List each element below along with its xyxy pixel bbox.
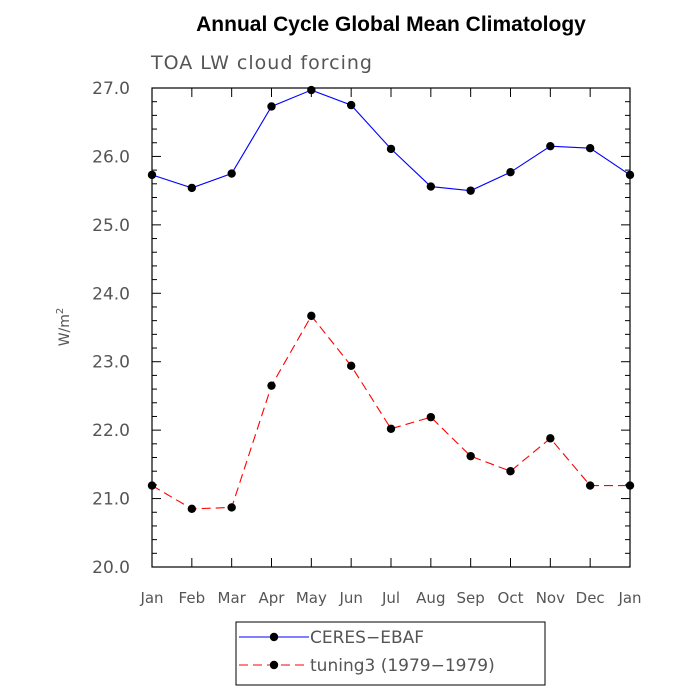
series-markers [147, 85, 635, 514]
x-tick-label: Sep [457, 589, 485, 607]
data-point [506, 467, 515, 476]
legend-label: CERES−EBAF [310, 628, 424, 648]
data-point [227, 169, 236, 178]
x-tick-label: Mar [218, 589, 247, 607]
data-point [267, 102, 276, 111]
y-tick-label: 27.0 [92, 79, 130, 99]
data-point [585, 144, 595, 153]
x-tick-label: Apr [259, 589, 286, 607]
legend-marker [269, 660, 279, 670]
y-axis-label-text: W/m [57, 314, 73, 346]
plot-frame [151, 87, 631, 568]
data-point [546, 141, 555, 151]
data-point [625, 170, 635, 180]
chart-subtitle: TOA LW cloud forcing [150, 52, 373, 74]
data-point [227, 503, 236, 512]
series-line-1 [151, 89, 631, 192]
legend-box [235, 621, 546, 686]
data-point [307, 85, 316, 95]
y-tick-label: 25.0 [92, 216, 130, 236]
y-tick-label: 23.0 [92, 353, 130, 373]
data-point [426, 412, 436, 422]
data-point [506, 167, 515, 177]
data-point [346, 100, 356, 110]
data-point [466, 186, 475, 195]
tick-labels: 20.0 21.0 22.0 23.0 24.0 25.0 26.0 27.0 Jan Feb Ma… [92, 79, 641, 607]
y-tick-label: 21.0 [92, 490, 130, 510]
chart-title: Annual Cycle Global Mean Climatology [196, 13, 586, 36]
data-point [585, 481, 595, 490]
data-point [147, 170, 157, 180]
series-line-2 [151, 314, 630, 510]
data-point [147, 481, 157, 490]
data-point [267, 381, 276, 390]
legend-label: tuning3 (1979−1979) [310, 656, 495, 676]
data-point [307, 311, 316, 321]
data-point [187, 183, 197, 193]
y-tick-label: 26.0 [92, 147, 130, 167]
y-axis-label: W/m2 [55, 308, 73, 347]
x-tick-label: Dec [576, 589, 605, 607]
data-point [546, 434, 555, 443]
x-tick-label: Oct [498, 589, 524, 607]
axes [151, 87, 631, 568]
y-tick-label: 20.0 [92, 558, 130, 578]
x-tick-label: Jan [617, 589, 641, 607]
data-point [346, 361, 356, 371]
data-point [625, 481, 635, 490]
data-point [386, 144, 396, 154]
data-point [187, 504, 197, 514]
y-tick-label: 22.0 [92, 421, 130, 441]
legend-marker [269, 632, 279, 642]
data-point [426, 182, 436, 191]
x-tick-label: Aug [416, 589, 445, 607]
x-tick-label: May [296, 589, 327, 607]
x-tick-label: Feb [179, 589, 206, 607]
legend: CERES−EBAF tuning3 (1979−1979) [239, 628, 495, 676]
data-point [386, 424, 396, 433]
x-tick-label: Jun [338, 589, 362, 607]
x-tick-label: Jul [381, 589, 400, 607]
y-tick-label: 24.0 [92, 284, 130, 304]
x-tick-label: Jan [139, 589, 163, 607]
y-axis-label-superscript: 2 [55, 308, 66, 314]
data-point [466, 451, 475, 461]
x-tick-label: Nov [536, 589, 565, 607]
